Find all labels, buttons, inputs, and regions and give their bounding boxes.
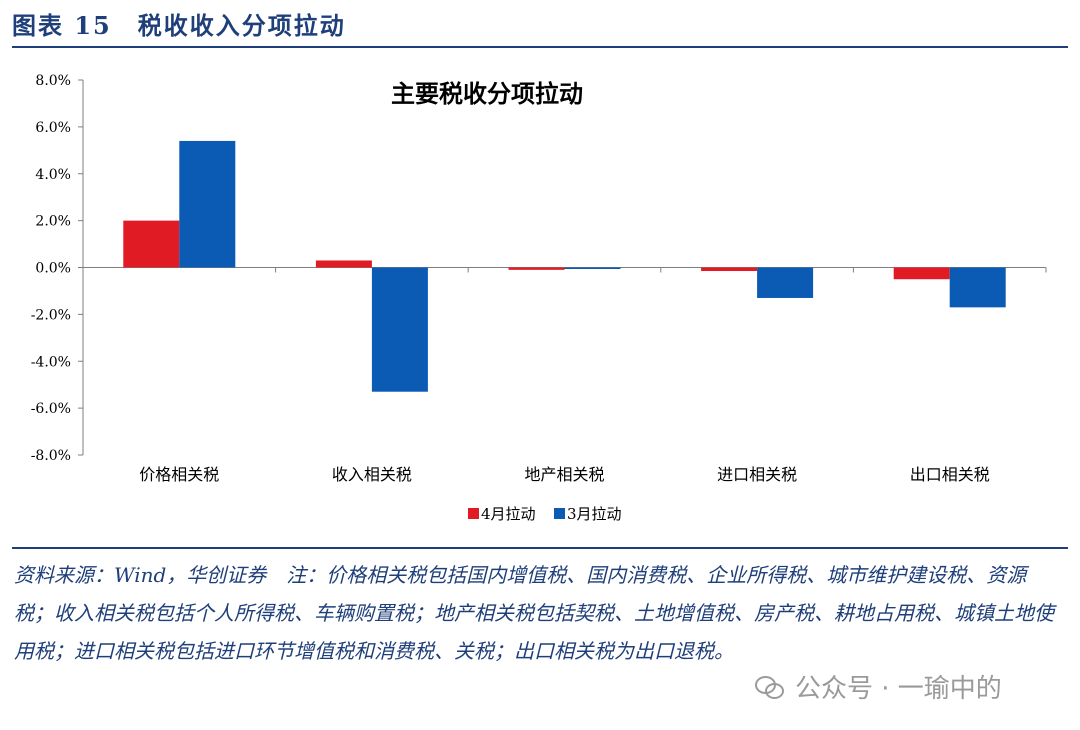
source-note: 资料来源：Wind，华创证券 注：价格相关税包括国内增值税、国内消费税、企业所得… <box>14 563 1054 663</box>
y-tick-label: 2.0% <box>35 214 71 230</box>
legend-swatch <box>554 508 565 519</box>
y-tick-label: 0.0% <box>35 261 71 277</box>
wechat-icon <box>755 674 785 700</box>
y-tick-label: -2.0% <box>31 307 71 323</box>
watermark-text: 公众号 · 一瑜中的 <box>795 674 1002 704</box>
figure-title: 图表 15 税收收入分项拉动 <box>12 11 346 40</box>
bar-april <box>508 267 565 270</box>
bar-march <box>757 267 814 298</box>
y-tick-label: -4.0% <box>31 354 71 370</box>
watermark: 公众号 · 一瑜中的 <box>755 668 1002 705</box>
x-category-label: 收入相关税 <box>332 465 412 484</box>
x-category-label: 进口相关税 <box>717 465 797 484</box>
bar-april <box>701 267 758 272</box>
y-tick-label: 4.0% <box>35 167 71 183</box>
bar-march <box>371 267 428 392</box>
bar-march <box>179 140 236 268</box>
bar-april <box>123 220 180 268</box>
legend-label: 4月拉动 <box>481 505 536 523</box>
x-category-label: 地产相关税 <box>524 465 604 484</box>
legend-label: 3月拉动 <box>567 505 622 523</box>
y-tick-label: 8.0% <box>35 73 71 89</box>
x-category-label: 价格相关税 <box>139 465 219 484</box>
y-tick-label: 6.0% <box>35 120 71 136</box>
plot-area: -8.0% -6.0% -4.0% -2.0% 0.0% 2.0% 4.0% 6.0% 8.0%… <box>31 73 1047 523</box>
x-category-label: 出口相关税 <box>910 465 990 484</box>
bar-april <box>315 260 372 268</box>
tax-contribution-bar-chart: 主要税收分项拉动 -8.0% -6.0% -4.0% -2.0% 0.0% 2.0% 4.0… <box>31 73 1047 523</box>
chart-title: 主要税收分项拉动 <box>391 79 583 108</box>
footer-divider <box>12 547 1068 549</box>
header-divider <box>12 46 1068 48</box>
y-tick-label: -8.0% <box>31 448 71 464</box>
bar-march <box>949 267 1006 308</box>
legend-swatch <box>468 508 479 519</box>
bar-march <box>564 267 621 269</box>
bar-april <box>893 267 950 280</box>
y-tick-label: -6.0% <box>31 401 71 417</box>
